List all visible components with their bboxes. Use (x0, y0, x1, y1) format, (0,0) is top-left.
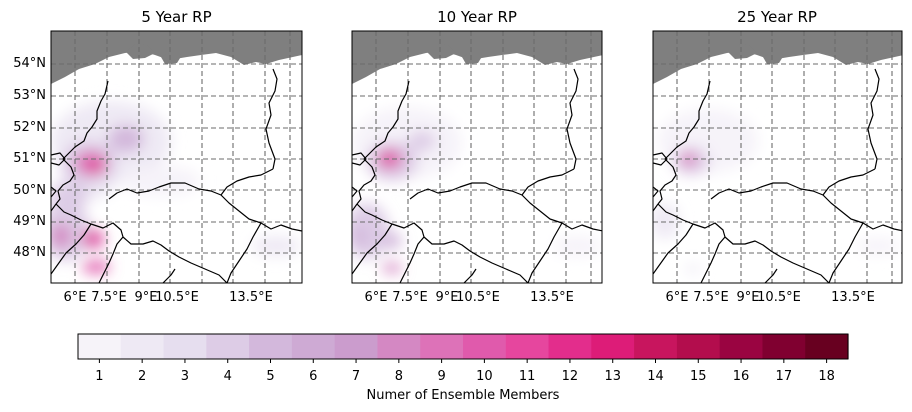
colorbar-swatch (548, 334, 592, 359)
lon-tick: 7.5°E (693, 290, 728, 305)
lon-axis: 6°E 7.5°E 9°E 10.5°E 13.5°E (64, 290, 273, 305)
lon-tick: 9°E (135, 290, 158, 305)
panel-title: 5 Year RP (141, 8, 211, 26)
colorbar-swatch (377, 334, 421, 359)
colorbar-tick-label: 13 (604, 369, 621, 384)
colorbar-swatch (463, 334, 507, 359)
colorbar-swatch (334, 334, 379, 359)
colorbar-label: Numer of Ensemble Members (367, 388, 560, 403)
colorbar-tick-label: 8 (395, 369, 403, 384)
colorbar-tick-label: 5 (266, 369, 274, 384)
map-panel-5yr: 5 Year RP (13, 8, 303, 305)
colorbar-tick-label: 9 (437, 369, 445, 384)
colorbar-tick-label: 4 (224, 369, 232, 384)
lat-tick: 54°N (13, 56, 46, 71)
lat-axis: 54°N 53°N 52°N 51°N 50°N 49°N 48°N (13, 56, 46, 260)
lon-tick: 6°E (666, 290, 689, 305)
lon-tick: 10.5°E (757, 290, 801, 305)
colorbar-swatch (505, 334, 550, 359)
colorbar-tick-label: 16 (733, 369, 750, 384)
colorbar-swatch (805, 334, 849, 359)
colorbar-swatch (719, 334, 764, 359)
lat-tick: 51°N (13, 151, 46, 166)
lon-tick: 7.5°E (91, 290, 126, 305)
map-frame (50, 30, 303, 284)
ensemble-shading (352, 107, 601, 273)
colorbar-swatch (78, 334, 122, 359)
lon-tick: 6°E (365, 290, 388, 305)
lat-tick: 48°N (13, 245, 46, 260)
lon-tick: 6°E (64, 290, 87, 305)
colorbar-tick-label: 15 (690, 369, 707, 384)
lon-tick: 13.5°E (229, 290, 273, 305)
lon-axis: 6°E 7.5°E 9°E 10.5°E 13.5°E (666, 290, 875, 305)
colorbar-swatch (291, 334, 336, 359)
colorbar-tick-label: 6 (309, 369, 317, 384)
lat-tick: 52°N (13, 120, 46, 135)
colorbar-tick-label: 11 (519, 369, 536, 384)
colorbar-tick-label: 17 (776, 369, 793, 384)
lon-tick: 13.5°E (831, 290, 875, 305)
lon-tick: 10.5°E (456, 290, 500, 305)
colorbar-tick-label: 1 (95, 369, 103, 384)
panel-title: 10 Year RP (437, 8, 517, 26)
lat-tick: 49°N (13, 214, 46, 229)
colorbar-swatch (591, 334, 635, 359)
colorbar-tick-label: 18 (818, 369, 835, 384)
colorbar-swatch (634, 334, 678, 359)
colorbar-swatch (762, 334, 806, 359)
lat-tick: 50°N (13, 183, 46, 198)
colorbar-ticks: 1 2 3 4 5 6 7 8 9 10 11 12 13 14 15 16 17 18 (95, 359, 835, 384)
lon-tick: 7.5°E (392, 290, 427, 305)
colorbar-tick-label: 3 (181, 369, 189, 384)
ensemble-shading (51, 101, 300, 273)
map-frame (351, 30, 603, 284)
lon-tick: 9°E (436, 290, 459, 305)
lon-axis: 6°E 7.5°E 9°E 10.5°E 13.5°E (365, 290, 574, 305)
colorbar: 1 2 3 4 5 6 7 8 9 10 11 12 13 14 15 16 17 18 Numer of Ens… (77, 333, 849, 403)
lon-tick: 13.5°E (530, 290, 574, 305)
colorbar-frame (77, 333, 849, 360)
colorbar-tick-label: 10 (476, 369, 493, 384)
colorbar-swatch (420, 334, 464, 359)
colorbar-swatch (206, 334, 250, 359)
lon-tick: 9°E (737, 290, 760, 305)
colorbar-tick-label: 7 (352, 369, 360, 384)
map-panel-10yr: 10 Year RP (351, 8, 603, 305)
colorbar-swatch (163, 334, 207, 359)
colorbar-swatches (78, 334, 849, 359)
panel-title: 25 Year RP (737, 8, 817, 26)
colorbar-tick-label: 14 (647, 369, 664, 384)
colorbar-tick-label: 2 (138, 369, 146, 384)
colorbar-swatch (120, 334, 165, 359)
lat-tick: 53°N (13, 88, 46, 103)
map-panel-25yr: 25 Year RP 6°E 7.5°E 9°E (652, 8, 903, 305)
colorbar-swatch (676, 334, 721, 359)
colorbar-swatch (249, 334, 293, 359)
colorbar-tick-label: 12 (562, 369, 579, 384)
map-frame (652, 30, 903, 284)
lon-tick: 10.5°E (155, 290, 199, 305)
